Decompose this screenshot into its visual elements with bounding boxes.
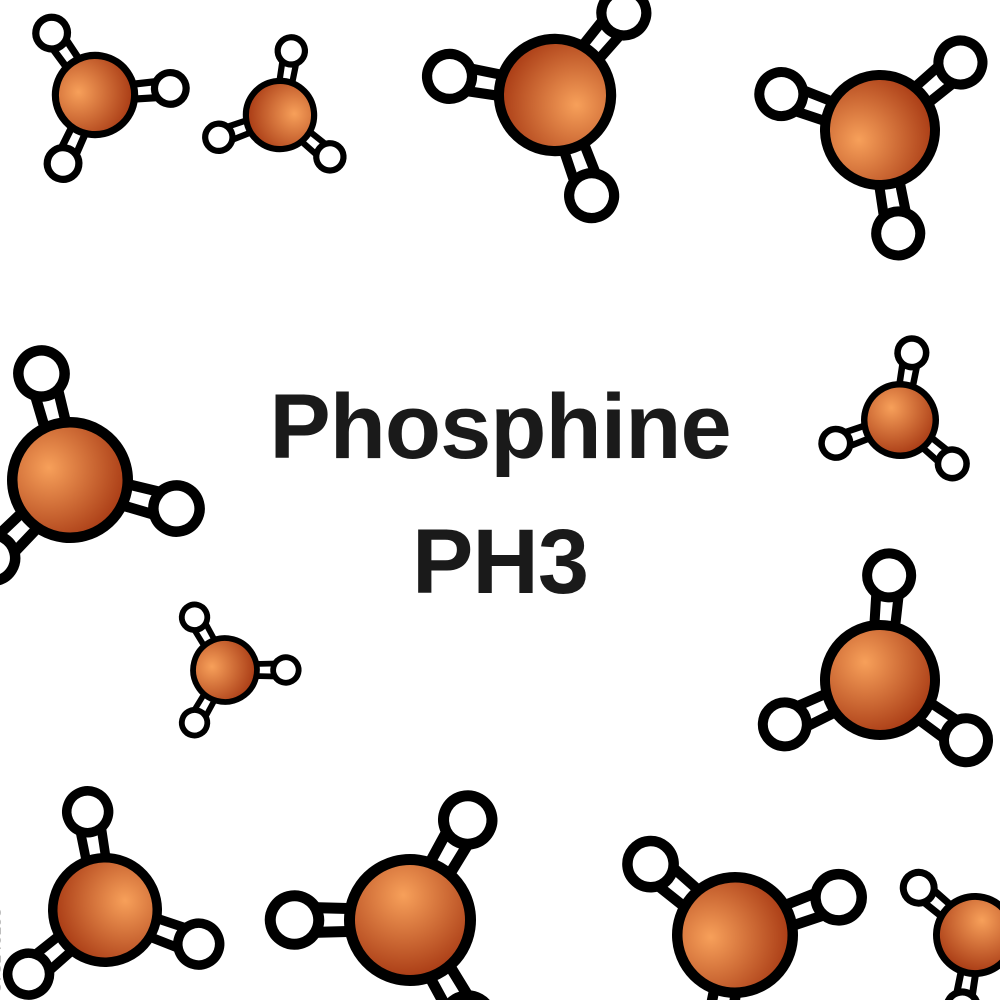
- phosphine-molecule-icon: [899, 830, 1000, 1000]
- phosphine-molecule-icon: [2, 785, 255, 1000]
- phosphine-molecule-icon: [0, 0, 192, 186]
- phosphine-molecule-icon: [0, 321, 205, 587]
- phosphine-molecule-icon: [421, 0, 708, 256]
- phosphine-molecule-icon: [131, 573, 303, 740]
- diagram-canvas: Phosphine PH3 378146195: [0, 0, 1000, 1000]
- watermark-id: 378146195: [0, 907, 6, 992]
- phosphine-molecule-icon: [722, 0, 989, 262]
- phosphine-molecule-icon: [761, 544, 1000, 764]
- molecule-layer: [0, 0, 1000, 1000]
- phosphine-molecule-icon: [261, 737, 587, 1000]
- phosphine-molecule-icon: [200, 32, 386, 220]
- phosphine-molecule-icon: [557, 758, 872, 1000]
- phosphine-molecule-icon: [819, 326, 986, 480]
